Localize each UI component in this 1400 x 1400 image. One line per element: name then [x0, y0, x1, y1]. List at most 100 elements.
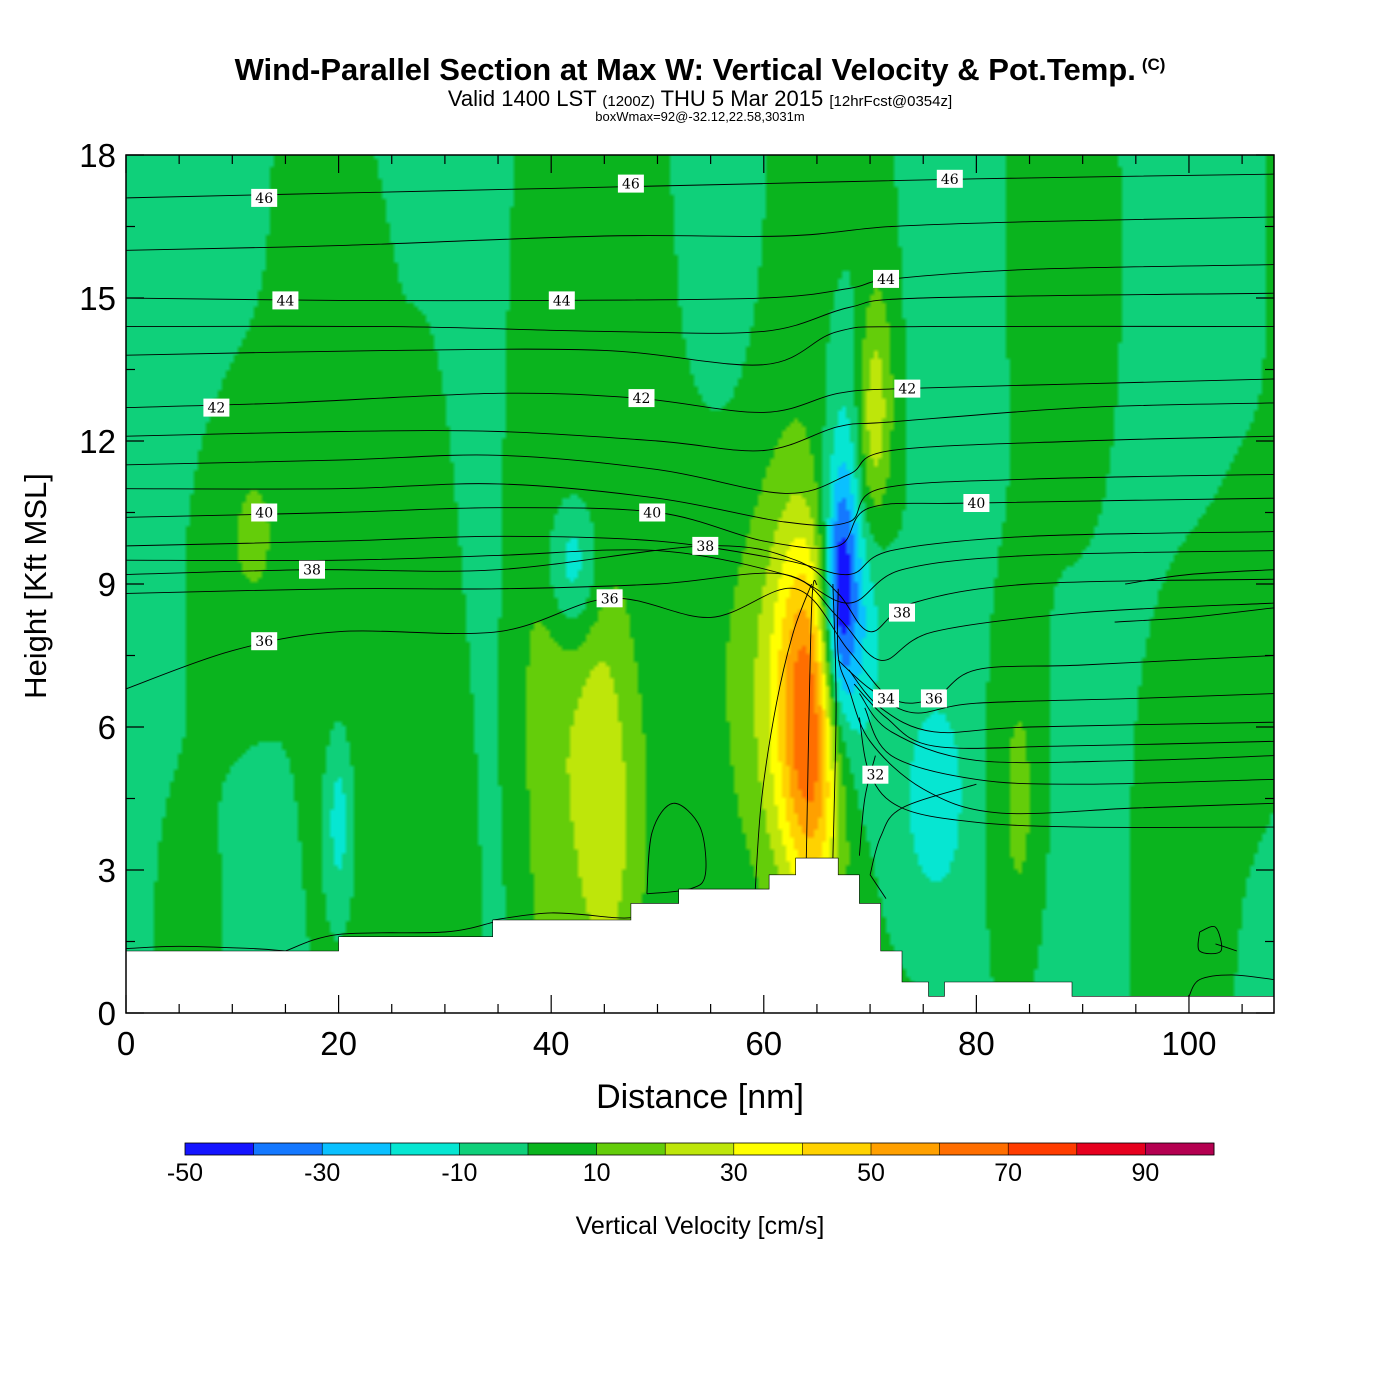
theta-contour-line	[126, 549, 1274, 604]
box-wmax-info: boxWmax=92@-32.12,22.58,3031m	[595, 109, 805, 124]
theta-contour-line	[126, 264, 1274, 302]
theta-contour-line	[126, 531, 1274, 576]
contour-label-text: 36	[925, 691, 943, 707]
colorbar: -50 -30 -10 10 30 50 70 90	[167, 1142, 1215, 1187]
contour-label: 42	[628, 389, 655, 408]
colorbar-tick-label: -50	[167, 1159, 203, 1187]
contour-label: 42	[203, 398, 230, 417]
colorbar-tick-label: 30	[720, 1159, 748, 1187]
colorbar-swatch	[665, 1143, 735, 1155]
chart-title: Wind-Parallel Section at Max W: Vertical…	[0, 52, 1400, 88]
colorbar-swatch	[871, 1143, 941, 1155]
contour-label-text: 42	[207, 401, 225, 417]
y-tick-label: 0	[98, 995, 116, 1032]
colorbar-swatch	[185, 1143, 255, 1155]
contour-label: 34	[873, 689, 899, 708]
contour-label: 32	[862, 765, 889, 784]
forecast-info: [12hrFcst@0354z]	[829, 93, 953, 110]
contour-label-text: 40	[255, 506, 273, 522]
x-tick-label: 80	[958, 1025, 995, 1062]
theta-contours	[126, 173, 1274, 997]
contour-label-text: 38	[696, 539, 714, 555]
colorbar-tick-label: 70	[994, 1159, 1022, 1187]
contour-label: 36	[920, 689, 947, 708]
theta-contour-line	[492, 912, 631, 921]
contour-label: 46	[617, 174, 644, 193]
theta-contour-line	[864, 707, 1274, 785]
contour-labels: 46 46 46 44 44 44 42 42 42 40 40 40 38 38 38 36 36 36 34 32	[203, 169, 990, 784]
colorbar-swatch	[253, 1143, 323, 1155]
x-axis-label: Distance [nm]	[596, 1078, 804, 1116]
theta-contour-line	[1215, 943, 1237, 952]
colorbar-swatch	[939, 1143, 1009, 1155]
colorbar-swatch	[459, 1143, 529, 1155]
contour-label: 38	[889, 603, 915, 622]
contour-label-text: 44	[877, 272, 895, 288]
theta-contour-line	[126, 378, 1274, 413]
x-tick-label: 60	[745, 1025, 782, 1062]
contour-label-text: 32	[866, 768, 884, 784]
colorbar-swatch	[1008, 1143, 1078, 1155]
y-tick-label: 18	[79, 137, 116, 174]
colorbar-swatch	[1076, 1143, 1146, 1155]
theta-contour-line	[126, 173, 1274, 199]
colorbar-tick-label: -30	[304, 1159, 340, 1187]
colorbar-swatch	[733, 1143, 803, 1155]
y-tick-label: 6	[98, 709, 116, 746]
valid-time-line: Valid 1400 LST (1200Z) THU 5 Mar 2015 [1…	[0, 86, 1400, 112]
copyright-mark: (C)	[1141, 55, 1166, 74]
theta-contour-line	[869, 783, 977, 875]
y-tick-label: 9	[98, 566, 116, 603]
theta-contour-line	[1125, 569, 1274, 585]
theta-contour-line	[1114, 607, 1274, 623]
contour-label: 36	[251, 632, 278, 651]
contour-label: 36	[596, 589, 623, 608]
contour-label-text: 44	[276, 293, 294, 309]
contour-label-text: 36	[601, 591, 619, 607]
contour-label-text: 46	[941, 172, 959, 188]
theta-contour-line	[853, 683, 1274, 749]
x-tick-label: 100	[1161, 1025, 1216, 1062]
theta-contour-line	[126, 435, 1274, 494]
plot-area: 46 46 46 44 44 44 42 42 42 40 40 40 38 38 38 36 36 36 34 32	[126, 155, 1274, 1013]
theta-contour-line	[1197, 926, 1223, 955]
colorbar-tick-label: 50	[857, 1159, 885, 1187]
x-tick-label: 20	[320, 1025, 357, 1062]
contour-label: 38	[299, 560, 325, 579]
contour-label: 42	[894, 379, 921, 398]
colorbar-tick-label: 10	[583, 1159, 611, 1187]
terrain-profile	[126, 857, 1274, 1013]
theta-contour-line	[837, 659, 1274, 714]
contour-label: 46	[936, 169, 963, 188]
vertical-velocity-field	[126, 155, 1274, 1013]
colorbar-swatch	[390, 1143, 460, 1155]
y-axis-label: Height [Kft MSL]	[18, 473, 53, 699]
x-tick-label: 40	[533, 1025, 570, 1062]
theta-contour-line	[285, 921, 493, 952]
theta-contour-line	[1188, 974, 1274, 997]
theta-contour-line	[805, 579, 818, 859]
contour-label: 38	[692, 536, 719, 555]
theta-contour-line	[126, 402, 1274, 452]
title-text: Wind-Parallel Section at Max W: Vertical…	[234, 52, 1136, 87]
theta-contour-line	[126, 216, 1274, 251]
theta-contour-line	[126, 572, 1274, 661]
contour-label-text: 40	[967, 496, 985, 512]
contour-label: 40	[251, 503, 278, 522]
colorbar-swatch	[528, 1143, 598, 1155]
theta-contour-line	[126, 473, 1274, 527]
y-tick-label: 15	[79, 280, 116, 317]
theta-contour-line	[836, 588, 1274, 815]
theta-contour-line	[126, 945, 286, 952]
theta-contour-line	[754, 583, 813, 890]
theta-contour-line	[858, 755, 876, 856]
contour-label-text: 44	[553, 293, 571, 309]
valid-date: THU 5 Mar 2015	[660, 86, 824, 111]
contour-label: 44	[272, 291, 299, 310]
colorbar-swatch	[596, 1143, 666, 1155]
contour-label: 46	[251, 188, 278, 207]
contour-label-text: 42	[633, 391, 651, 407]
colorbar-tick-label: 90	[1131, 1159, 1159, 1187]
theta-contour-line	[126, 325, 1274, 366]
